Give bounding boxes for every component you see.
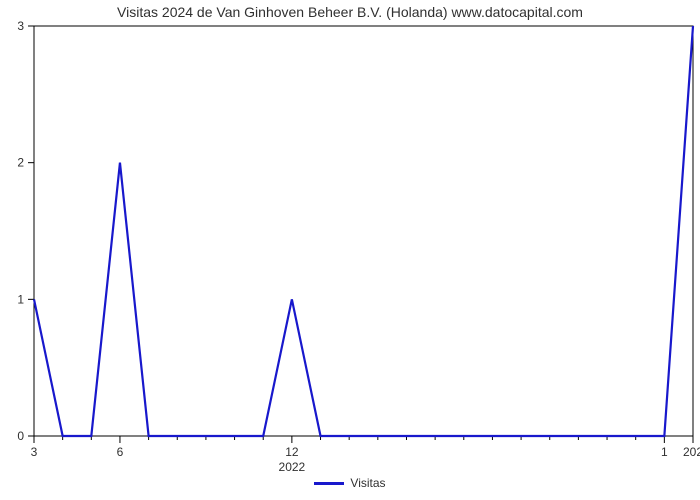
legend-swatch <box>314 482 344 485</box>
svg-text:202: 202 <box>683 445 700 459</box>
svg-text:3: 3 <box>17 19 24 33</box>
svg-text:1: 1 <box>17 292 24 306</box>
svg-text:0: 0 <box>17 429 24 443</box>
chart-legend: Visitas <box>0 476 700 490</box>
svg-text:3: 3 <box>31 445 38 459</box>
svg-text:2022: 2022 <box>279 460 306 474</box>
svg-text:6: 6 <box>117 445 124 459</box>
chart-container: Visitas 2024 de Van Ginhoven Beheer B.V.… <box>0 0 700 500</box>
svg-text:1: 1 <box>661 445 668 459</box>
legend-label: Visitas <box>350 476 385 490</box>
svg-text:2: 2 <box>17 156 24 170</box>
svg-text:12: 12 <box>285 445 299 459</box>
chart-plot: 0123361212022022 <box>0 0 700 474</box>
